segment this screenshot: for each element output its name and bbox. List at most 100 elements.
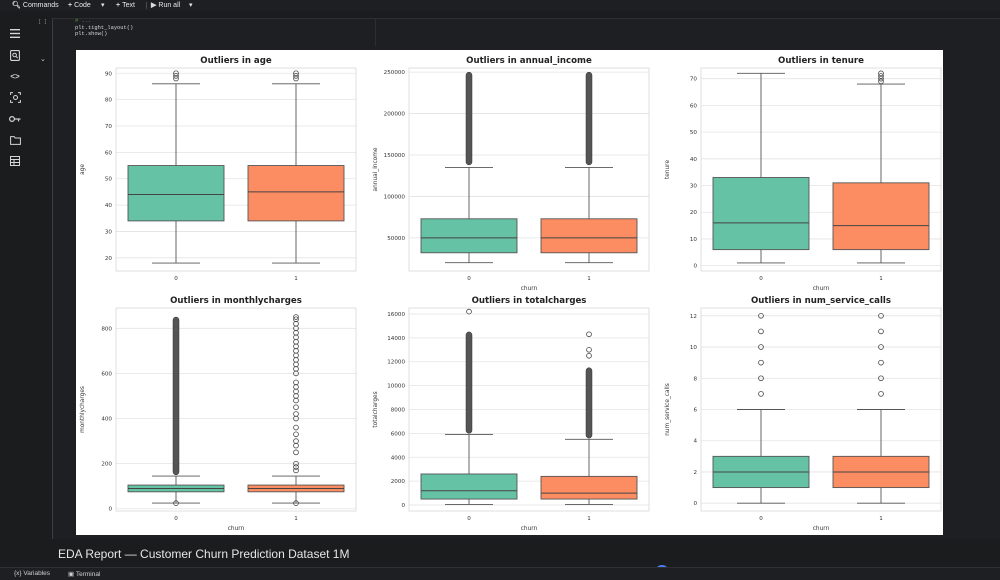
outlier-point	[878, 78, 884, 85]
outlier-point	[293, 424, 299, 431]
y-tick-label: 100000	[384, 194, 406, 200]
y-tick-label: 0	[108, 507, 112, 513]
box-iqr	[420, 473, 518, 500]
y-tick-label: 2	[693, 470, 697, 476]
outlier-point	[293, 75, 299, 82]
code-dropdown-icon[interactable]: ▾	[101, 2, 105, 9]
run-all-dropdown-icon[interactable]: ▾	[189, 2, 193, 9]
outlier-band	[465, 71, 473, 166]
y-tick-label: 14000	[387, 336, 405, 342]
outlier-point	[173, 75, 179, 82]
outlier-point	[293, 330, 299, 336]
outlier-point	[293, 357, 299, 363]
x-tick-label: 1	[879, 276, 883, 282]
y-tick-label: 90	[105, 71, 113, 77]
files-icon[interactable]	[8, 133, 22, 147]
outlier-point	[586, 352, 592, 359]
variables-icon: {x}	[14, 570, 22, 577]
text-label: Text	[122, 2, 135, 9]
variables-label: Variables	[23, 570, 51, 577]
outlier-point	[293, 343, 299, 350]
collapse-output-icon[interactable]: ⌄	[40, 56, 46, 63]
code-line: # ...	[75, 18, 92, 24]
terminal-grid-icon[interactable]	[8, 154, 22, 168]
outlier-point	[293, 70, 299, 77]
find-icon[interactable]	[8, 48, 22, 62]
code-divider	[375, 18, 376, 46]
chart-title: Outliers in totalcharges	[472, 296, 587, 306]
y-tick-label: 8000	[391, 408, 406, 414]
variables-icon[interactable]	[8, 90, 22, 104]
outlier-point	[293, 460, 299, 467]
outlier-point	[293, 352, 299, 359]
y-tick-label: 150000	[384, 153, 406, 159]
y-tick-label: 8	[693, 376, 697, 382]
y-tick-label: 6000	[391, 431, 406, 437]
y-tick-label: 600	[101, 371, 112, 377]
x-axis-label: churn	[813, 526, 830, 532]
outlier-point	[293, 361, 299, 368]
y-tick-label: 60	[690, 103, 698, 109]
play-icon: ▶	[151, 2, 157, 9]
y-axis-label: annual_income	[373, 147, 379, 191]
y-tick-label: 10000	[387, 384, 405, 390]
y-tick-label: 0	[693, 501, 697, 507]
plus-icon: +	[68, 2, 73, 9]
y-tick-label: 400	[101, 417, 112, 423]
outlier-point	[293, 438, 299, 444]
chart-title: Outliers in tenure	[778, 56, 864, 66]
x-tick-label: 0	[759, 276, 763, 282]
x-axis-label: churn	[228, 526, 245, 532]
outlier-point	[293, 500, 299, 506]
y-tick-label: 0	[693, 264, 697, 270]
outlier-point	[878, 328, 884, 335]
outlier-point	[878, 313, 884, 319]
y-tick-label: 30	[105, 229, 113, 235]
y-tick-label: 30	[690, 184, 698, 190]
outlier-point	[586, 331, 592, 338]
outlier-point	[293, 379, 299, 386]
add-text-button[interactable]: + Text	[116, 0, 135, 11]
outlier-point	[293, 467, 299, 474]
x-tick-label: 0	[759, 516, 763, 522]
y-tick-label: 0	[401, 503, 405, 509]
y-tick-label: 50	[105, 177, 113, 183]
code-editor[interactable]: # ... plt.tight_layout() plt.show()	[75, 18, 133, 38]
outlier-point	[293, 393, 299, 399]
terminal-button[interactable]: ▣ Terminal	[68, 570, 100, 578]
outlier-point	[293, 320, 299, 327]
outlier-point	[173, 73, 179, 79]
markdown-heading: EDA Report — Customer Churn Prediction D…	[58, 547, 350, 561]
chart-title: Outliers in num_service_calls	[751, 296, 891, 306]
outlier-point	[878, 391, 884, 397]
y-tick-label: 10	[690, 237, 698, 243]
axes-frame	[700, 67, 942, 272]
y-axis-label: totalcharges	[373, 391, 379, 427]
x-tick-label: 0	[467, 276, 471, 282]
outlier-point	[293, 334, 299, 341]
outlier-point	[173, 70, 179, 77]
code-label: Code	[74, 2, 91, 9]
box-iqr	[540, 218, 638, 254]
add-code-button[interactable]: + Code	[68, 0, 91, 11]
outlier-band	[465, 331, 473, 434]
outlier-point	[758, 313, 764, 319]
table-of-contents-icon[interactable]	[8, 26, 22, 40]
run-all-button[interactable]: ▶ Run all	[151, 0, 180, 11]
x-tick-label: 0	[467, 516, 471, 522]
secrets-icon[interactable]	[8, 112, 22, 126]
commands-label: Commands	[22, 2, 59, 9]
axes-frame	[408, 67, 650, 272]
code-snippets-icon[interactable]: <>	[10, 71, 20, 81]
outlier-point	[293, 449, 299, 456]
commands-button[interactable]: 🔍︎ Commands	[12, 0, 59, 11]
execution-count: [ ]	[38, 19, 48, 25]
outlier-point	[878, 73, 884, 79]
y-tick-label: 70	[105, 124, 113, 130]
variables-button[interactable]: {x} Variables	[14, 570, 50, 577]
y-axis-label: tenure	[665, 160, 671, 179]
outlier-band	[172, 316, 180, 476]
toolbar: 🔍︎ Commands + Code ▾ + Text ▶ Run all ▾	[0, 0, 1000, 11]
outlier-point	[878, 75, 884, 82]
